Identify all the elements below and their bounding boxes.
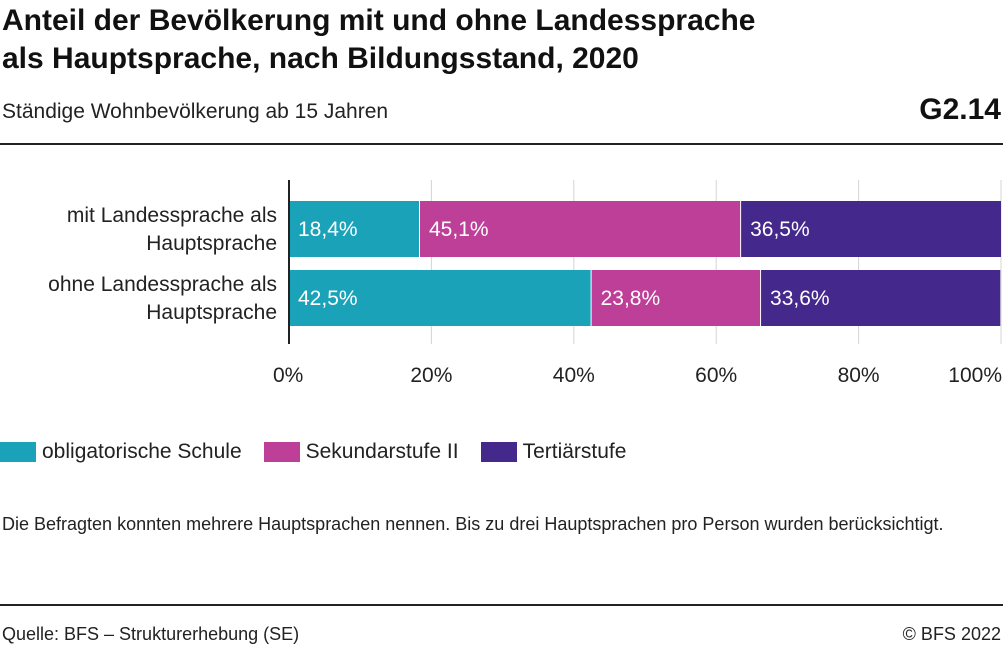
x-tick-label: 80% — [838, 364, 880, 387]
x-tick-label: 40% — [553, 364, 595, 387]
graph-id: G2.14 — [919, 93, 1001, 126]
legend-swatch — [480, 442, 517, 462]
data-label: 18,4% — [298, 218, 358, 241]
category-label: mit Landessprache als — [67, 204, 277, 227]
chart-title-line-1: Anteil der Bevölkerung mit und ohne Land… — [2, 4, 756, 37]
data-label: 33,6% — [770, 287, 830, 310]
x-tick-label: 60% — [695, 364, 737, 387]
bar-segment — [741, 201, 1001, 257]
data-label: 45,1% — [429, 218, 489, 241]
chart-title-line-2: als Hauptsprache, nach Bildungsstand, 20… — [2, 42, 639, 75]
category-label: Hauptsprache — [146, 301, 277, 324]
bar-segment — [591, 270, 761, 326]
header-divider — [0, 143, 1003, 145]
footnote: Die Befragten konnten mehrere Hauptsprac… — [2, 514, 944, 534]
bar-group: 18,4% 45,1% 36,5% 42,5% 23,8% 33,6% — [289, 201, 1001, 326]
category-label: ohne Landessprache als — [48, 273, 277, 296]
legend: obligatorische Schule Sekundarstufe II Ter… — [0, 436, 648, 468]
footer-divider — [0, 604, 1003, 606]
x-tick-label: 0% — [273, 364, 303, 387]
legend-item: obligatorische Schule — [0, 440, 242, 464]
copyright-text: © BFS 2022 — [902, 624, 1001, 644]
legend-label: Tertiärstufe — [522, 440, 627, 463]
legend-label: obligatorische Schule — [42, 440, 242, 463]
legend-item: Sekundarstufe II — [263, 440, 459, 464]
bar-segment — [289, 270, 591, 326]
bar-segment — [420, 201, 741, 257]
legend-item: Tertiärstufe — [480, 440, 627, 464]
x-tick-label: 20% — [410, 364, 452, 387]
x-axis-tick-labels: 0% 20% 40% 60% 80% 100% — [273, 364, 1002, 387]
category-labels: mit Landessprache als Hauptsprache ohne La… — [48, 204, 277, 324]
legend-label: Sekundarstufe II — [305, 440, 459, 463]
bar-segment — [289, 201, 420, 257]
bar-segment — [761, 270, 1001, 326]
stacked-bar-chart: 18,4% 45,1% 36,5% 42,5% 23,8% 33,6% mit Lande… — [48, 180, 1002, 387]
legend-swatch — [0, 442, 36, 462]
category-label: Hauptsprache — [146, 232, 277, 255]
x-tick-label: 100% — [948, 364, 1002, 387]
data-label: 36,5% — [750, 218, 810, 241]
source-text: Quelle: BFS – Strukturerhebung (SE) — [2, 624, 300, 644]
chart-title: Anteil der Bevölkerung mit und ohne Land… — [2, 2, 862, 78]
data-label: 23,8% — [601, 287, 661, 310]
legend-swatch — [263, 442, 300, 462]
data-label: 42,5% — [298, 287, 358, 310]
chart-subtitle: Ständige Wohnbevölkerung ab 15 Jahren — [2, 100, 389, 123]
